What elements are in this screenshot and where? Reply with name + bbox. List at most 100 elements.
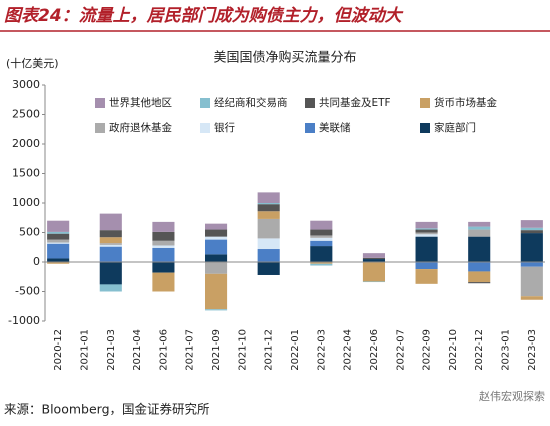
y-tick-label: -500 [15,285,40,298]
bar-segment [520,230,543,234]
x-tick-label: 2023-03 [527,329,538,371]
x-tick-label: 2021-09 [211,329,222,371]
bar-segment [152,247,175,262]
y-tick-label: -1000 [8,314,40,327]
bar-segment [415,229,438,233]
x-tick-label: 2023-01 [501,329,512,371]
bar-segment [362,281,385,283]
x-tick-label: 2022-10 [448,329,459,371]
legend-label: 货币市场基金 [434,96,497,109]
bar-segment [47,258,70,262]
bar-segment [520,220,543,228]
x-tick-label: 2022-01 [290,329,301,371]
legend-label: 家庭部门 [434,121,476,134]
bar-segment [257,238,280,250]
bar-segment [205,229,228,237]
x-tick-label: 2021-07 [185,329,196,371]
bar-segment [310,262,333,264]
legend-label: 美联储 [319,121,351,134]
x-tick-label: 2020-12 [53,329,64,371]
legend-swatch [305,123,315,133]
bar-segment [468,271,491,283]
legend-swatch [200,123,210,133]
bar-segment [310,235,333,238]
legend-swatch [95,123,105,133]
legend-label: 银行 [214,121,235,134]
bar-segment [99,284,122,292]
x-tick-label: 2022-09 [422,329,433,371]
bar-segment [520,262,543,267]
bar-segment [520,227,543,231]
x-tick-label: 2022-04 [343,329,354,371]
x-tick-label: 2021-01 [79,329,90,371]
bar-segment [99,213,122,231]
bar-segment [99,244,122,247]
bar-segment [415,236,438,262]
bar-segment [310,263,333,266]
bar-segment [520,233,543,262]
bar-segment [47,243,70,259]
bar-segment [257,262,280,275]
x-tick-label: 2021-10 [237,329,248,371]
bar-segment [205,273,228,310]
bar-segment [152,262,175,273]
bar-segment [152,245,175,248]
bar-segment [415,234,438,237]
legend-label: 经纪商和交易商 [214,96,288,109]
legend-swatch [305,98,315,108]
bar-segment [205,236,228,240]
bar-segment [415,269,438,284]
bar-segment [257,211,280,219]
x-tick-label: 2021-03 [106,329,117,371]
bar-segment [520,296,543,300]
page-title: 图表24：流量上，居民部门成为购债主力，但波动大 [4,6,404,26]
bar-segment [47,231,70,234]
bar-segment [99,243,122,245]
bar-segment [468,236,491,262]
bar-segment [99,230,122,238]
bar-segment [152,221,175,232]
bar-segment [47,242,70,244]
bar-segment [47,262,70,264]
bar-segment [257,192,280,203]
bar-segment [257,203,280,205]
y-tick-label: 3000 [12,78,40,91]
y-tick-label: 2000 [12,137,40,150]
legend-label: 世界其他地区 [109,96,172,109]
bar-segment [257,218,280,239]
legend-label: 政府退休基金 [109,121,172,134]
legend-swatch [420,98,430,108]
x-tick-label: 2021-04 [132,329,143,371]
bar-segment [310,240,333,247]
bar-segment [362,253,385,258]
x-tick-label: 2021-12 [264,329,275,371]
bar-segment [152,231,175,241]
bar-segment [310,237,333,241]
bar-segment [99,262,122,285]
bar-segment [415,232,438,235]
bar-segment [205,262,228,274]
y-axis-label: (十亿美元) [6,56,59,70]
bar-segment [415,262,438,270]
bar-segment [205,239,228,255]
bar-segment [47,233,70,240]
bar-segment [415,221,438,229]
bar-segment [47,239,70,243]
bar-segment [468,226,491,230]
bar-segment [99,246,122,262]
bar-segment [468,282,491,284]
legend-swatch [200,98,210,108]
source: 来源：Bloomberg，国金证券研究所 [4,402,210,417]
bar-segment [257,249,280,262]
x-tick-label: 2022-03 [316,329,327,371]
legend-label: 共同基金及ETF [319,96,391,109]
bar-segment [47,220,70,232]
bar-segment [99,237,122,244]
bar-segment [205,254,228,262]
bar-segment [415,228,438,230]
bar-segment [362,262,385,282]
bar-segment [310,229,333,236]
bar-segment [205,223,228,230]
x-tick-label: 2022-06 [369,329,380,371]
